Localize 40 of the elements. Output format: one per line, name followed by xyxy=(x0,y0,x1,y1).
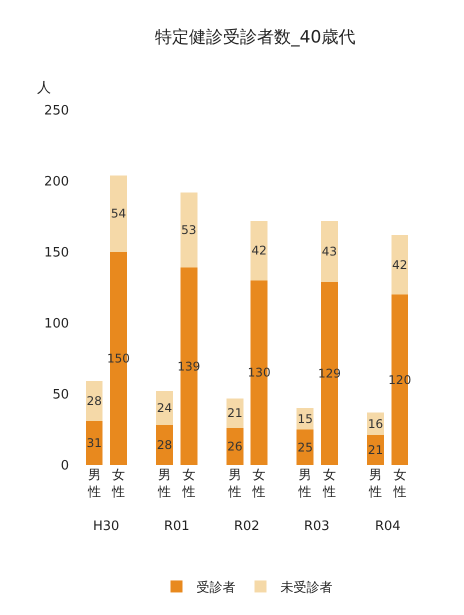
text: R03 xyxy=(304,519,330,534)
x-tick-label: 女性 xyxy=(392,468,406,500)
data-label: 24 xyxy=(156,401,172,416)
data-label: 28 xyxy=(86,394,102,408)
data-label: 16 xyxy=(368,416,384,431)
chart-title: 特定健診受診者数_40歳代 xyxy=(155,28,356,48)
data-label: 26 xyxy=(227,440,243,454)
data-label: 43 xyxy=(322,244,338,258)
y-tick-label: 100 xyxy=(44,316,69,332)
data-label: 42 xyxy=(251,244,267,258)
data-label: 31 xyxy=(86,436,102,450)
data-label: 21 xyxy=(227,406,243,420)
data-label: 25 xyxy=(298,440,313,454)
x-tick-label: 女性 xyxy=(322,468,336,500)
x-tick-label: 男性 xyxy=(86,468,101,500)
x-tick-label: 男性 xyxy=(368,468,382,500)
text: R01 xyxy=(164,519,190,534)
x-tick-label: 女性 xyxy=(181,468,196,500)
x-tick-label: 男性 xyxy=(298,468,312,500)
data-label: 28 xyxy=(156,438,172,452)
y-tick-label: 0 xyxy=(60,458,69,474)
text: H30 xyxy=(93,519,120,534)
y-tick-label: 50 xyxy=(52,388,69,403)
legend-label: 受診者 xyxy=(196,580,236,596)
data-label: 42 xyxy=(392,258,408,272)
y-tick-label: 250 xyxy=(44,104,69,119)
text: R02 xyxy=(234,519,260,534)
text: R04 xyxy=(375,519,401,534)
data-label: 21 xyxy=(368,443,384,458)
data-label: 54 xyxy=(110,206,126,221)
y-axis-title: 人 xyxy=(37,80,51,96)
data-label: 15 xyxy=(298,412,313,426)
x-tick-label: 男性 xyxy=(157,468,172,500)
x-tick-label: 男性 xyxy=(227,468,242,500)
x-tick-label: 女性 xyxy=(252,468,266,500)
y-tick-label: 150 xyxy=(44,246,69,261)
data-label: 53 xyxy=(181,222,196,237)
legend-label: 未受診者 xyxy=(280,580,332,596)
y-tick-label: 200 xyxy=(44,174,69,190)
x-tick-label: 女性 xyxy=(110,468,125,500)
